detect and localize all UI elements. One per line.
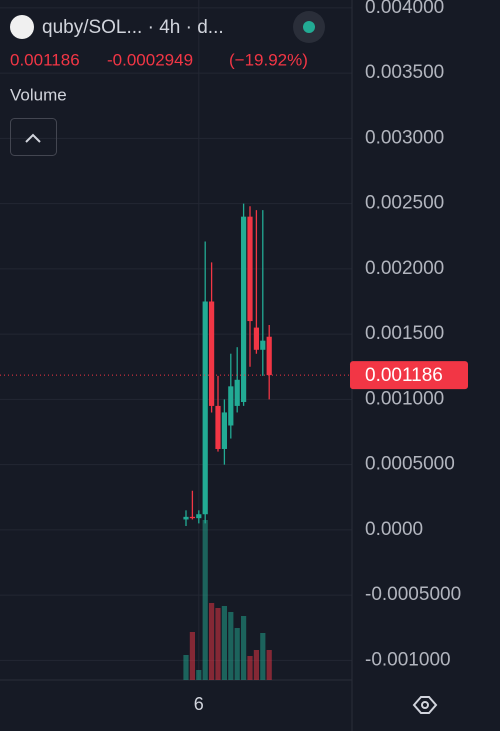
volume-bar xyxy=(183,655,189,680)
y-tick-label: 0.0005000 xyxy=(365,454,455,475)
last-price-tag-label: 0.001186 xyxy=(365,365,443,386)
candle-body xyxy=(266,336,272,376)
price-change-percent: (−19.92%) xyxy=(229,50,308,69)
candle-body xyxy=(189,516,195,519)
y-tick-label: 0.002000 xyxy=(365,258,444,279)
settings-button[interactable] xyxy=(412,696,438,714)
candle-body xyxy=(196,514,202,519)
last-price: 0.001186 xyxy=(10,50,80,69)
volume-bar xyxy=(209,603,215,680)
price-change: -0.0002949 xyxy=(107,50,193,69)
volume-bar xyxy=(202,520,208,680)
volume-bar xyxy=(260,633,266,680)
volume-bar xyxy=(266,650,272,680)
last-price-tag xyxy=(350,361,468,390)
candle-body xyxy=(215,405,221,449)
candle-body xyxy=(234,379,240,406)
y-tick-label: 0.002500 xyxy=(365,193,444,214)
volume-bar xyxy=(247,656,253,680)
y-tick-label: 0.0000 xyxy=(365,519,423,540)
volume-bar xyxy=(196,670,202,680)
volume-bar xyxy=(215,608,221,680)
y-tick-label: 0.003500 xyxy=(365,62,444,83)
volume-bar xyxy=(234,628,240,680)
collapse-button[interactable] xyxy=(10,118,57,156)
indicator-label: Volume xyxy=(10,85,67,104)
volume-bar xyxy=(228,612,234,680)
volume-bar xyxy=(221,606,227,680)
settings-icon xyxy=(421,701,429,709)
y-tick-label: 0.003000 xyxy=(365,127,444,148)
volume-bar xyxy=(253,650,259,680)
volume-bar xyxy=(241,616,247,680)
volume-bar xyxy=(189,632,195,680)
chart-title[interactable]: quby/SOL... · 4h · d... xyxy=(42,17,224,38)
y-tick-label: -0.0005000 xyxy=(365,584,461,605)
y-tick-label: 0.001000 xyxy=(365,388,444,409)
candle-body xyxy=(221,412,227,449)
y-tick-label: 0.001500 xyxy=(365,323,444,344)
collapse-icon xyxy=(25,133,41,143)
candle-body xyxy=(247,216,253,322)
candle-body xyxy=(228,386,234,426)
candle-body xyxy=(202,301,208,515)
candle-body xyxy=(183,516,189,520)
y-tick-label: 0.004000 xyxy=(365,0,444,18)
candle-body xyxy=(260,340,266,350)
symbol-icon[interactable] xyxy=(10,15,34,39)
candle-body xyxy=(241,216,247,402)
candle-body xyxy=(253,327,259,350)
candle-body xyxy=(209,301,215,406)
y-tick-label: -0.001000 xyxy=(365,649,451,670)
x-tick-label: 6 xyxy=(194,694,204,714)
status-dot xyxy=(303,21,315,33)
